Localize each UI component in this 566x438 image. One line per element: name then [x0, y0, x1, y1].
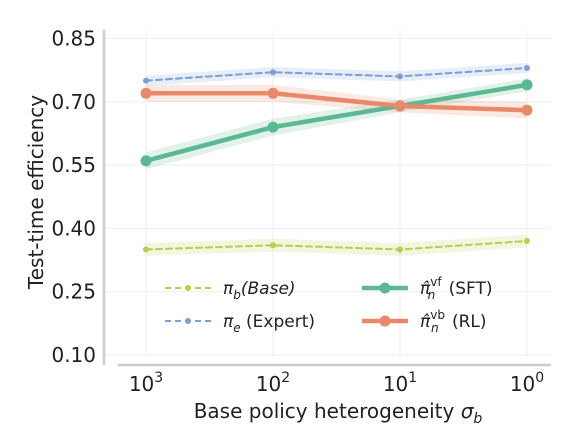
grid-lines — [104, 30, 551, 356]
y-tick-label-0: 0.10 — [51, 343, 96, 367]
base-point-1 — [270, 242, 276, 249]
rl-line — [143, 91, 530, 113]
y-tick-label-3: 0.55 — [51, 153, 96, 177]
legend-marker-base — [185, 285, 191, 291]
base-line — [145, 240, 528, 251]
rl-series — [140, 87, 533, 116]
base-band — [146, 234, 527, 256]
x-tick-labels: 103 102 101 100 — [129, 370, 544, 396]
legend-label-expert: πe (Expert) — [223, 312, 315, 335]
sft-point-3 — [521, 79, 533, 91]
x-axis-label: Base policy heterogeneity σb — [194, 399, 483, 427]
legend-marker-sft — [379, 282, 391, 294]
legend-label-base: πb(Base) — [223, 279, 296, 302]
legend-item-sft: π̂vf n (SFT) — [362, 275, 493, 302]
legend-label-rl: π̂vb n (RL) — [420, 308, 487, 335]
legend-item-rl: π̂vb n (RL) — [362, 308, 487, 335]
base-point-0 — [143, 246, 149, 253]
y-tick-labels: 0.10 0.25 0.40 0.55 0.70 0.85 — [51, 26, 96, 367]
sft-point-1 — [267, 121, 279, 133]
axes — [102, 30, 551, 367]
x-tick-label-3: 100 — [510, 370, 544, 396]
expert-point-0 — [143, 77, 149, 84]
expert-point-2 — [397, 73, 403, 80]
legend-marker-expert — [185, 318, 191, 324]
y-tick-label-1: 0.25 — [51, 280, 96, 304]
rl-point-3 — [521, 104, 533, 116]
x-tick-label-1: 102 — [256, 370, 290, 396]
y-tick-label-2: 0.40 — [51, 216, 96, 240]
legend-marker-rl — [379, 315, 391, 327]
series-lines — [140, 64, 533, 253]
legend: πb(Base) πe (Expert) π̂vf n (SFT) π̂vb n (RL) — [165, 275, 493, 335]
x-tick-label-0: 103 — [129, 370, 163, 396]
legend-item-expert: πe (Expert) — [165, 312, 315, 335]
sft-line — [143, 82, 530, 164]
expert-series — [143, 64, 530, 84]
legend-item-base: πb(Base) — [165, 279, 296, 302]
x-tick-label-2: 101 — [383, 370, 417, 396]
expert-point-3 — [524, 64, 530, 71]
expert-line — [145, 66, 528, 82]
y-tick-label-5: 0.85 — [51, 26, 96, 50]
sft-point-0 — [140, 155, 152, 167]
rl-point-0 — [140, 87, 152, 99]
legend-label-sft: π̂vf n (SFT) — [420, 275, 493, 302]
rl-point-1 — [267, 87, 279, 99]
rl-point-2 — [394, 100, 406, 112]
base-point-2 — [397, 246, 403, 253]
base-point-3 — [524, 238, 530, 245]
base-series — [143, 238, 530, 253]
y-axis-label: Test-time efficiency — [24, 95, 48, 290]
expert-point-1 — [270, 69, 276, 76]
y-tick-label-4: 0.70 — [51, 90, 96, 114]
